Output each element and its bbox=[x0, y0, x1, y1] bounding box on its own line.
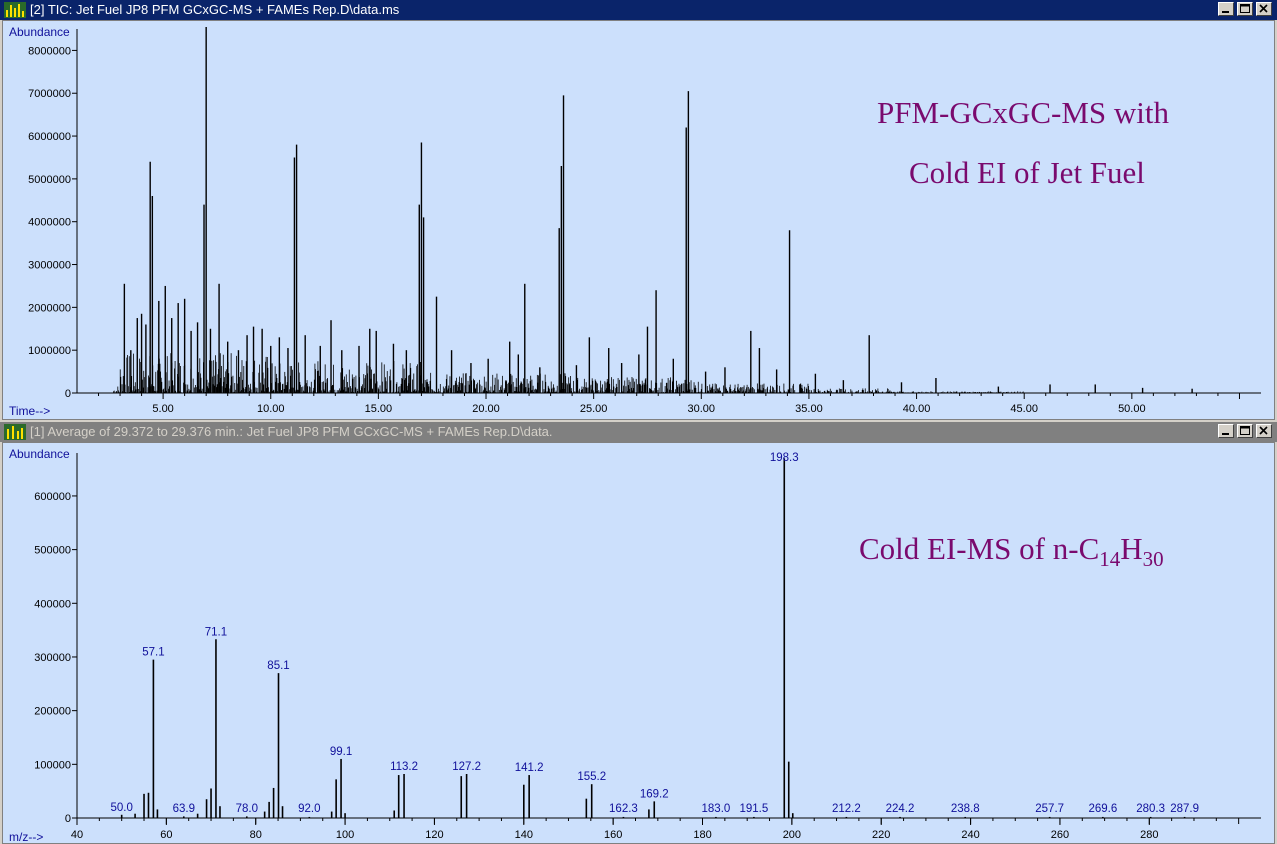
ms-x-tick-label: 200 bbox=[783, 829, 801, 841]
tic-x-tick-label: 20.00 bbox=[472, 403, 500, 415]
tic-window-title: [2] TIC: Jet Fuel JP8 PFM GCxGC-MS + FAM… bbox=[30, 2, 400, 17]
ms-peak-label: 212.2 bbox=[832, 803, 861, 815]
ms-y-tick-label: 600000 bbox=[34, 491, 71, 503]
spectrum-annotation: Cold EI-MS of n-C14H30 bbox=[859, 531, 1164, 572]
annotation-subscript-hydrogen: 30 bbox=[1142, 547, 1164, 572]
ms-peak-label: 287.9 bbox=[1170, 803, 1199, 815]
ms-peak-label: 78.0 bbox=[236, 803, 258, 815]
ms-peak-label: 280.3 bbox=[1136, 803, 1165, 815]
ms-peak-label: 57.1 bbox=[142, 647, 164, 659]
minimize-icon bbox=[1222, 433, 1229, 435]
ms-peak-label: 127.2 bbox=[452, 761, 481, 773]
ms-peak-label: 50.0 bbox=[110, 802, 132, 814]
ms-x-tick-label: 260 bbox=[1051, 829, 1069, 841]
mass-spectrum[interactable]: Abundance m/z--> 0 100000 200000 300000 4000… bbox=[3, 443, 1274, 843]
tic-x-tick-label: 25.00 bbox=[580, 403, 608, 415]
tic-x-tick-label: 10.00 bbox=[257, 403, 285, 415]
ms-x-tick-label: 60 bbox=[160, 829, 172, 841]
tic-y-tick-label: 5000000 bbox=[28, 174, 71, 186]
minimize-button[interactable] bbox=[1218, 424, 1234, 438]
tic-y-axis-label: Abundance bbox=[9, 25, 70, 39]
tic-y-tick-label: 6000000 bbox=[28, 131, 71, 143]
ms-peak-label: 92.0 bbox=[298, 803, 320, 815]
tic-y-tick-label: 0 bbox=[65, 388, 71, 400]
ms-peak-label: 269.6 bbox=[1088, 803, 1117, 815]
tic-x-tick-label: 30.00 bbox=[688, 403, 716, 415]
tic-plot-area[interactable]: Abundance Time--> 0 1000000 2000000 3000000… bbox=[2, 20, 1275, 420]
tic-x-tick-label: 45.00 bbox=[1010, 403, 1038, 415]
ms-y-tick-label: 500000 bbox=[34, 545, 71, 557]
spectrum-window-titlebar[interactable]: [1] Average of 29.372 to 29.376 min.: Je… bbox=[0, 422, 1277, 442]
ms-x-tick-label: 180 bbox=[693, 829, 711, 841]
tic-x-tick-label: 50.00 bbox=[1118, 403, 1146, 415]
ms-x-axis-label: m/z--> bbox=[9, 830, 43, 843]
tic-x-tick-label: 40.00 bbox=[903, 403, 931, 415]
annotation-subscript-carbon: 14 bbox=[1099, 547, 1121, 572]
ms-peak-label: 141.2 bbox=[515, 762, 544, 774]
ms-peak-label: 63.9 bbox=[173, 803, 195, 815]
maximize-icon bbox=[1240, 4, 1250, 13]
tic-y-tick-label: 2000000 bbox=[28, 302, 71, 314]
spectrum-window-title: [1] Average of 29.372 to 29.376 min.: Je… bbox=[30, 424, 553, 439]
ms-x-tick-label: 40 bbox=[71, 829, 83, 841]
ms-y-tick-label: 200000 bbox=[34, 706, 71, 718]
ms-peak-label: 162.3 bbox=[609, 803, 638, 815]
ms-x-tick-label: 120 bbox=[425, 829, 443, 841]
annotation-prefix: Cold EI-MS of n-C bbox=[859, 531, 1100, 566]
tic-chromatogram[interactable]: Abundance Time--> 0 1000000 2000000 3000000… bbox=[3, 21, 1274, 419]
tic-window-titlebar[interactable]: [2] TIC: Jet Fuel JP8 PFM GCxGC-MS + FAM… bbox=[0, 0, 1277, 20]
tic-y-tick-label: 8000000 bbox=[28, 45, 71, 57]
maximize-icon bbox=[1240, 426, 1250, 435]
ms-peak-label: 183.0 bbox=[702, 803, 731, 815]
ms-y-tick-label: 400000 bbox=[34, 598, 71, 610]
spectrum-app-icon bbox=[4, 424, 26, 440]
ms-x-tick-label: 80 bbox=[250, 829, 262, 841]
tic-annotation-line2: Cold EI of Jet Fuel bbox=[909, 155, 1145, 190]
ms-peak-label: 85.1 bbox=[267, 660, 289, 672]
tic-y-tick-label: 7000000 bbox=[28, 88, 71, 100]
ms-peak-label: 198.3 bbox=[770, 452, 799, 464]
spectrum-window: [1] Average of 29.372 to 29.376 min.: Je… bbox=[0, 422, 1277, 844]
ms-x-tick-label: 240 bbox=[961, 829, 979, 841]
ms-peak-label: 113.2 bbox=[390, 761, 418, 773]
ms-peak-label: 99.1 bbox=[330, 746, 352, 758]
close-button[interactable] bbox=[1256, 2, 1272, 16]
ms-x-tick-label: 280 bbox=[1140, 829, 1158, 841]
tic-x-axis-label: Time--> bbox=[9, 404, 50, 418]
close-button[interactable] bbox=[1256, 424, 1272, 438]
ms-x-tick-label: 100 bbox=[336, 829, 354, 841]
maximize-button[interactable] bbox=[1237, 2, 1253, 16]
chromatogram-app-icon bbox=[4, 2, 26, 18]
minimize-button[interactable] bbox=[1218, 2, 1234, 16]
ms-y-tick-label: 100000 bbox=[34, 759, 71, 771]
ms-y-tick-label: 300000 bbox=[34, 652, 71, 664]
ms-peak-label: 257.7 bbox=[1035, 803, 1064, 815]
ms-y-axis-label: Abundance bbox=[9, 447, 70, 461]
ms-x-tick-label: 140 bbox=[515, 829, 533, 841]
close-icon bbox=[1259, 4, 1268, 13]
tic-x-tick-label: 15.00 bbox=[365, 403, 393, 415]
spectrum-plot-area[interactable]: Abundance m/z--> 0 100000 200000 300000 4000… bbox=[2, 442, 1275, 844]
tic-y-tick-label: 4000000 bbox=[28, 217, 71, 229]
maximize-button[interactable] bbox=[1237, 424, 1253, 438]
ms-peak-label: 224.2 bbox=[886, 803, 915, 815]
ms-x-tick-label: 220 bbox=[872, 829, 890, 841]
ms-y-tick-label: 0 bbox=[65, 813, 71, 825]
minimize-icon bbox=[1222, 11, 1229, 13]
tic-x-tick-label: 5.00 bbox=[152, 403, 173, 415]
ms-peak-label: 169.2 bbox=[640, 788, 669, 800]
tic-y-tick-label: 3000000 bbox=[28, 260, 71, 272]
ms-peak-label: 155.2 bbox=[577, 771, 606, 783]
ms-peak-label: 71.1 bbox=[205, 626, 227, 638]
ms-peak-label: 238.8 bbox=[951, 803, 980, 815]
tic-x-tick-label: 35.00 bbox=[795, 403, 823, 415]
tic-annotation-line1: PFM-GCxGC-MS with bbox=[877, 95, 1169, 130]
tic-window: [2] TIC: Jet Fuel JP8 PFM GCxGC-MS + FAM… bbox=[0, 0, 1277, 422]
ms-peak-label: 191.5 bbox=[739, 803, 768, 815]
close-icon bbox=[1259, 426, 1268, 435]
annotation-hydrogen: H bbox=[1120, 531, 1143, 566]
tic-y-tick-label: 1000000 bbox=[28, 345, 71, 357]
ms-x-tick-label: 160 bbox=[604, 829, 622, 841]
